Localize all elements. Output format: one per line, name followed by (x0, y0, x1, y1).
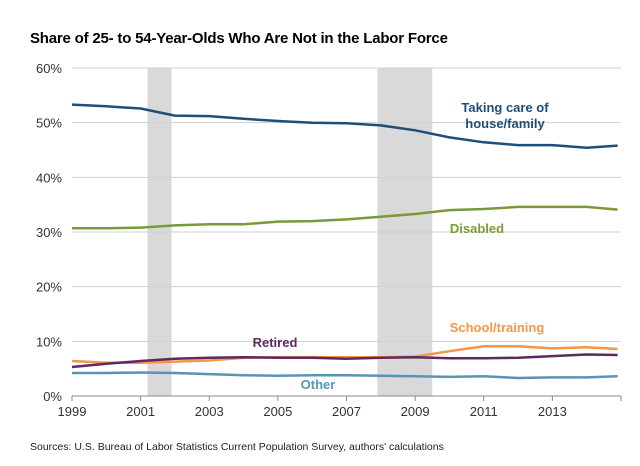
source-note: Sources: U.S. Bureau of Labor Statistics… (30, 441, 444, 453)
series-label: house/family (465, 116, 545, 131)
series-line-taking-care-of-house-family (71, 103, 618, 150)
series-label: Disabled (450, 221, 504, 236)
x-tick-label: 2013 (538, 404, 567, 419)
x-tick-label: 2005 (263, 404, 292, 419)
y-tick-label: 10% (36, 334, 62, 349)
series-line-disabled (72, 205, 618, 230)
series-line-retired (71, 353, 618, 369)
x-tick-label: 2007 (332, 404, 361, 419)
y-tick-label: 20% (36, 280, 62, 295)
series-line-other (72, 371, 618, 380)
y-tick-label: 50% (36, 116, 62, 131)
x-tick-label: 2011 (470, 404, 498, 419)
series-line-school-training (71, 345, 618, 364)
y-tick-label: 0% (43, 389, 62, 404)
series-label: Taking care of (461, 100, 549, 115)
x-tick-label: 2003 (195, 404, 224, 419)
chart-title: Share of 25- to 54-Year-Olds Who Are Not… (30, 30, 448, 47)
x-tick-label: 2001 (126, 404, 155, 419)
y-tick-label: 40% (36, 170, 62, 185)
y-tick-label: 30% (36, 225, 62, 240)
x-tick-label: 1999 (58, 404, 87, 419)
y-tick-label: 60% (36, 61, 62, 76)
series-label: Retired (253, 335, 298, 350)
x-tick-label: 2009 (401, 404, 430, 419)
series-label: School/training (450, 320, 545, 335)
series-label: Other (301, 377, 336, 392)
